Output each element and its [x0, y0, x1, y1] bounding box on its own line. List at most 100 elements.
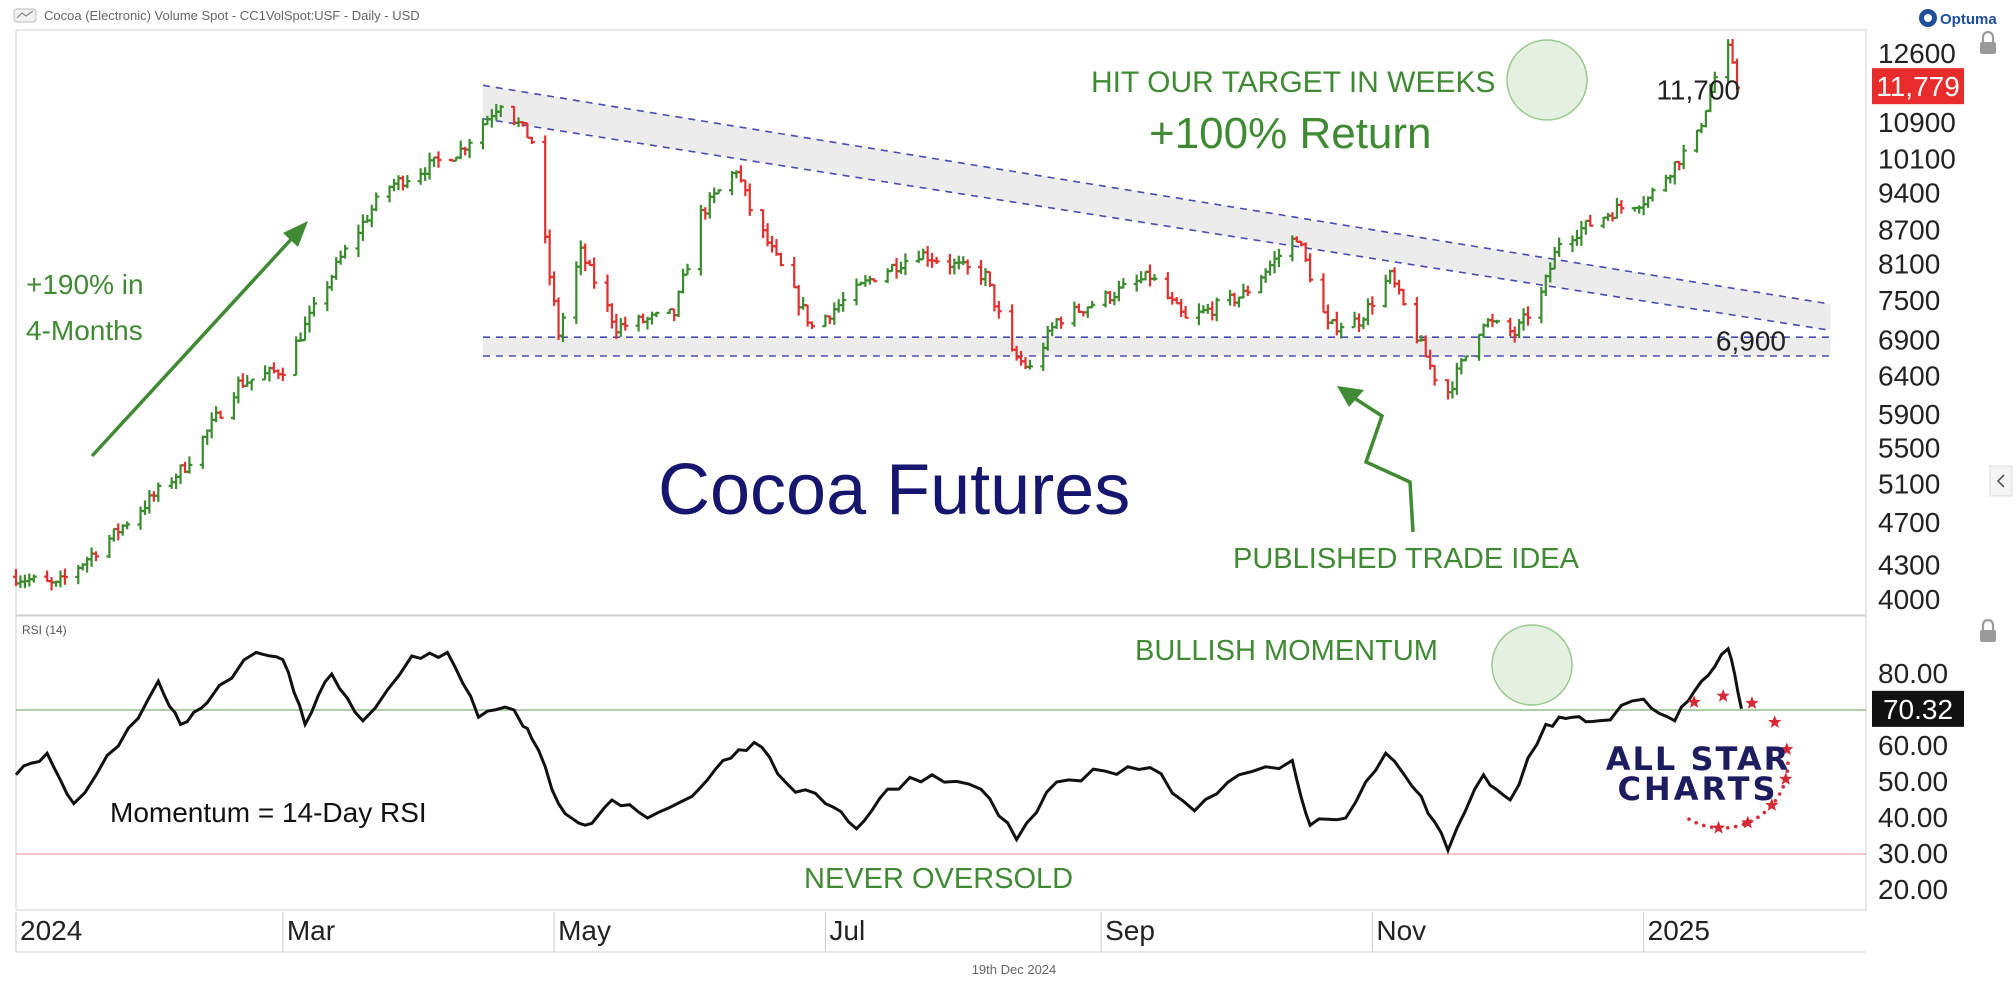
price-bar	[44, 570, 51, 583]
price-lock-icon[interactable]	[1980, 30, 1996, 54]
last-rsi-badge: 70.32	[1872, 690, 1964, 727]
logo-star-icon	[1765, 798, 1779, 811]
price-bar	[791, 256, 798, 289]
rsi-lock-icon[interactable]	[1980, 618, 1996, 642]
price-bar	[680, 268, 687, 294]
price-tick-label: 12600	[1878, 38, 1956, 69]
price-bar	[1271, 251, 1278, 274]
price-bar	[1698, 122, 1705, 134]
rsi-tick-label: 40.00	[1878, 802, 1948, 833]
price-bar	[1058, 316, 1065, 329]
price-bar	[1364, 298, 1371, 325]
x-tick-label: Sep	[1105, 915, 1155, 946]
price-bar	[1182, 305, 1189, 319]
price-bar	[1649, 187, 1656, 202]
price-bar	[1071, 301, 1078, 327]
price-bar	[853, 278, 860, 306]
price-bar	[746, 183, 753, 216]
logo-line1: ALL STAR	[1606, 740, 1790, 778]
price-bar	[1147, 264, 1154, 287]
price-bar	[964, 259, 971, 275]
logo-dot	[1709, 825, 1714, 829]
price-bar	[728, 171, 735, 196]
price-bar	[431, 156, 438, 167]
price-bar	[1244, 285, 1251, 296]
price-bar	[1676, 160, 1683, 171]
price-tick-label: 6400	[1878, 360, 1940, 391]
optuma-logo-text: Optuma	[1940, 11, 1997, 28]
trendline-zones	[482, 84, 1831, 357]
price-bar	[577, 240, 584, 276]
price-tick-label: 5900	[1878, 399, 1940, 430]
price-bar	[1582, 219, 1589, 235]
price-bar	[93, 551, 100, 562]
x-tick-label: Nov	[1376, 915, 1426, 946]
price-bar	[1115, 280, 1122, 302]
price-bar	[826, 315, 833, 325]
logo-star-ring	[1687, 689, 1794, 834]
logo-dot	[1756, 815, 1760, 820]
price-bar	[208, 412, 215, 439]
price-bar	[124, 521, 131, 530]
price-bar	[1307, 253, 1314, 283]
target-highlight-circle	[1506, 39, 1588, 121]
price-bar	[404, 174, 411, 189]
price-bar	[1462, 355, 1469, 362]
price-bar	[204, 429, 211, 445]
price-bar	[1262, 268, 1269, 283]
return-annotation: +100% Return	[1149, 109, 1432, 158]
x-tick-label: Jul	[829, 915, 865, 946]
logo-dot	[1781, 784, 1785, 789]
price-bar	[1525, 306, 1532, 326]
price-bar	[995, 301, 1002, 319]
price-bar	[1151, 274, 1158, 281]
last-rsi-value: 70.32	[1883, 694, 1953, 725]
price-bar	[1520, 308, 1527, 331]
logo-dot	[1786, 761, 1790, 765]
rsi-panel-frame	[15, 615, 1867, 911]
price-bar	[840, 291, 847, 312]
price-tick-label: 8100	[1878, 248, 1940, 279]
trade-idea-annotation: PUBLISHED TRADE IDEA	[1233, 543, 1580, 575]
price-bar	[1213, 297, 1220, 322]
logo-dot	[1717, 826, 1722, 830]
momentum-annotation: BULLISH MOMENTUM	[1135, 635, 1438, 667]
chart-title: Cocoa Futures	[658, 450, 1130, 530]
price-bar	[1026, 359, 1033, 370]
price-bar	[946, 253, 953, 275]
price-tick-label: 6900	[1878, 325, 1940, 356]
price-bar	[1231, 292, 1238, 307]
level-label-6900: 6,900	[1716, 326, 1786, 357]
price-bar	[1694, 129, 1701, 153]
logo-dot	[1762, 810, 1767, 815]
price-bar	[1444, 379, 1451, 400]
price-bar	[497, 105, 504, 117]
logo-dot	[1773, 798, 1778, 803]
price-tick-label: 9400	[1878, 178, 1940, 209]
price-bar	[800, 297, 807, 310]
price-bar	[742, 179, 749, 197]
logo-dot	[1768, 805, 1773, 809]
price-bar	[809, 321, 816, 329]
logo-dot	[1749, 819, 1753, 824]
price-y-axis: 1260011700109001010094008700810075006900…	[1878, 38, 1956, 615]
price-bars	[13, 38, 1741, 591]
price-bar	[177, 464, 184, 484]
price-bar	[1702, 109, 1709, 128]
logo-dot	[1733, 824, 1738, 829]
instrument-title: Cocoa (Electronic) Volume Spot - CC1VolS…	[44, 8, 420, 23]
logo-dot	[1702, 823, 1706, 828]
price-bar	[466, 138, 473, 159]
collapse-chevron-icon[interactable]	[1989, 465, 2013, 497]
price-bar	[155, 482, 162, 502]
rsi-line	[14, 646, 1743, 855]
price-tick-label: 10900	[1878, 107, 1956, 138]
price-bar	[1587, 214, 1594, 227]
price-bar	[617, 318, 624, 337]
logo-dot	[1694, 820, 1699, 825]
price-bar	[1164, 272, 1171, 300]
price-bar	[146, 490, 153, 514]
price-bar	[1169, 292, 1176, 305]
price-bar	[213, 406, 220, 423]
price-bar	[1049, 322, 1056, 337]
